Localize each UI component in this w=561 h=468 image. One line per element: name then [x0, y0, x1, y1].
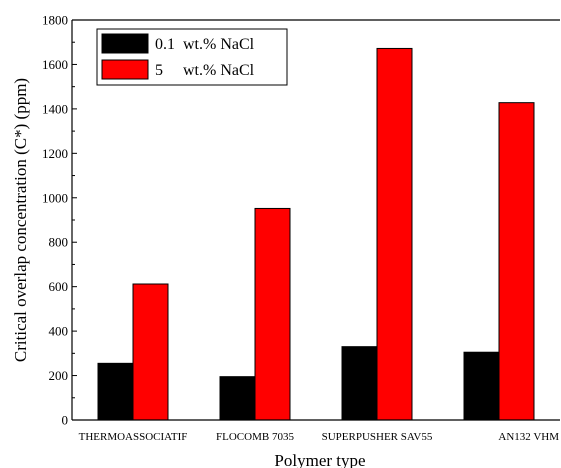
y-tick-label: 1600 [42, 57, 68, 72]
legend: 0.1 wt.% NaCl 5 wt.% NaCl [96, 28, 288, 86]
bar-high-salinity-0 [132, 283, 169, 421]
y-axis-title: Critical overlap concentration (C*) (ppm… [11, 78, 30, 362]
bar-low-salinity-2 [341, 346, 378, 421]
bar-low-salinity-3 [463, 351, 500, 421]
legend-label-0: 0.1 wt.% NaCl [155, 36, 255, 53]
bars-group [97, 47, 535, 421]
y-tick-label: 600 [49, 279, 69, 294]
x-tick-label: AN132 VHM [498, 431, 559, 443]
y-tick-label: 1200 [42, 146, 68, 161]
bar-high-salinity-3 [498, 102, 535, 421]
x-ticks-group: THERMOASSOCIATIF FLOCOMB 7035 SUPERPUSHER … [79, 415, 559, 443]
bar-high-salinity-2 [376, 47, 413, 421]
y-tick-label: 1000 [42, 190, 68, 205]
x-tick-label: SUPERPUSHER SAV55 [322, 431, 433, 443]
bar-high-salinity-1 [254, 207, 291, 421]
x-tick-label: THERMOASSOCIATIF [79, 431, 188, 443]
y-tick-label: 1800 [42, 13, 68, 28]
legend-swatch-1 [101, 59, 149, 80]
bar-low-salinity-0 [97, 362, 134, 421]
y-tick-label: 200 [49, 368, 69, 383]
bar-low-salinity-1 [219, 376, 256, 421]
y-tick-label: 1400 [42, 101, 68, 116]
x-axis-title: Polymer type [274, 451, 365, 468]
legend-label-1: 5 wt.% NaCl [155, 62, 255, 79]
y-tick-label: 800 [49, 235, 69, 250]
legend-swatch-0 [101, 33, 149, 54]
y-tick-label: 400 [49, 324, 69, 339]
y-ticks-group: 0 200 400 600 800 1000 1200 1400 1600 1800 [42, 13, 77, 428]
y-tick-label: 0 [62, 413, 69, 428]
x-tick-label: FLOCOMB 7035 [216, 431, 294, 443]
